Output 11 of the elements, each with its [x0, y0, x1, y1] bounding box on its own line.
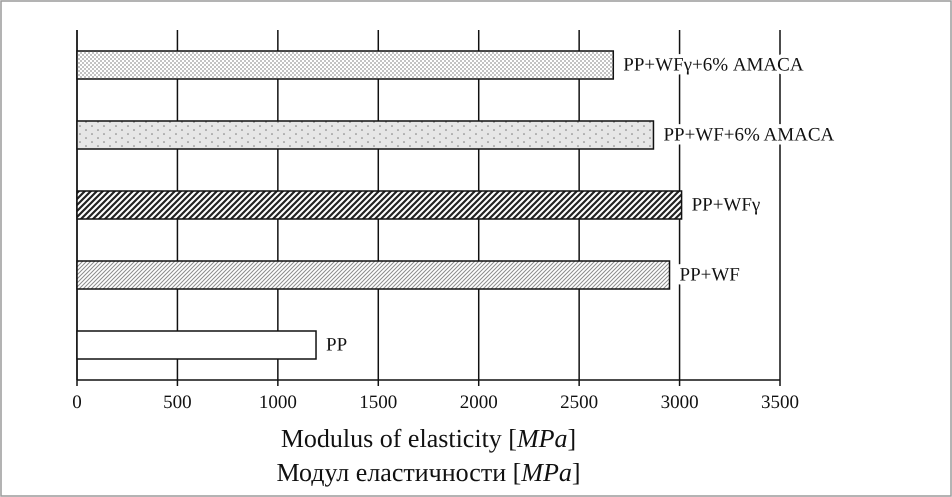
x-tick-label: 2500 [560, 392, 598, 413]
y-tick-label: PP [326, 334, 348, 356]
x-tick-label: 3000 [660, 392, 699, 413]
y-tick-label: PP+WFγ [692, 194, 760, 216]
x-tick-label: 1000 [258, 392, 297, 413]
x-tick-label: 500 [163, 392, 192, 413]
x-tick-label: 2000 [460, 392, 498, 413]
x-tick-label: 1500 [359, 392, 398, 413]
text: Modulus of elasticity [MPa] Модул еластичности [MPa] [276, 424, 580, 487]
x-tick-label: 3500 [761, 392, 799, 413]
x-tick-label: 0 [72, 392, 82, 413]
